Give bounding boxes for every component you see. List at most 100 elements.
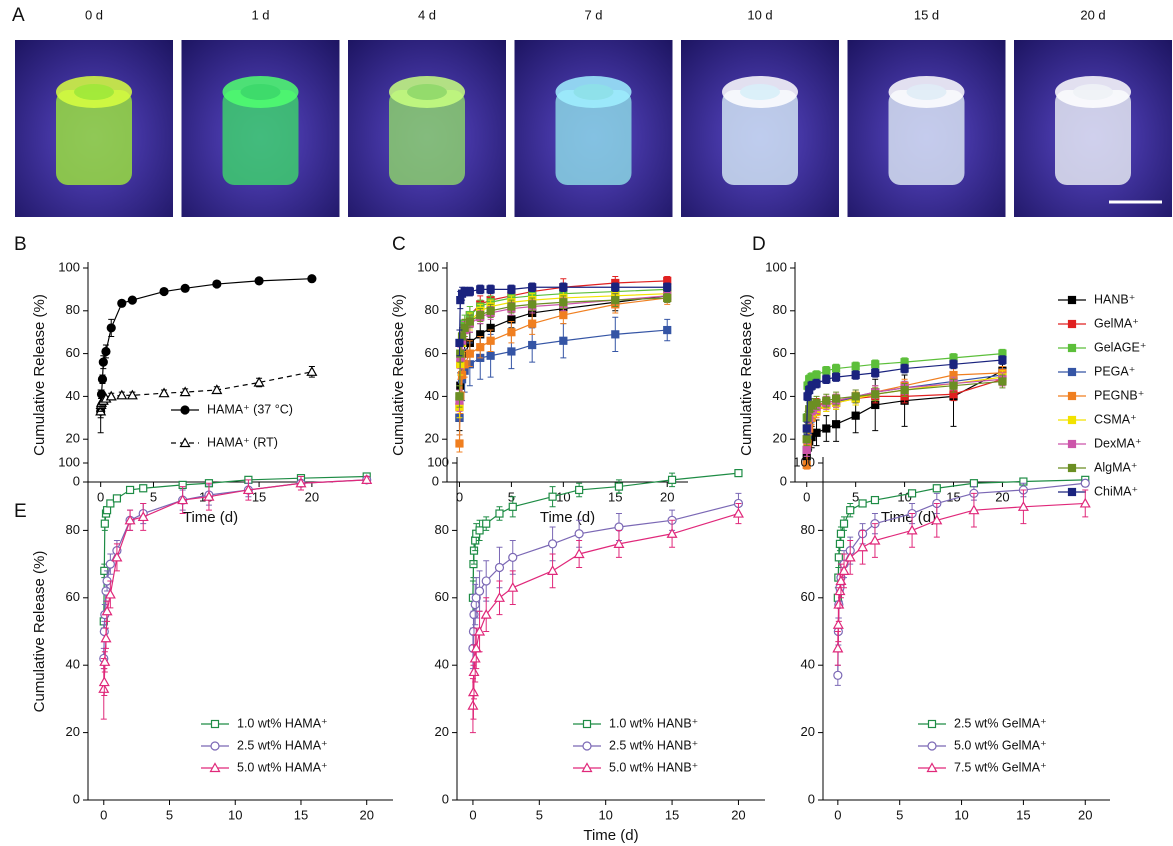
data-point: [858, 499, 867, 508]
data-point: [139, 484, 148, 493]
legend-marker: [1067, 463, 1077, 473]
data-point: [835, 539, 845, 548]
y-tick-label: 0: [808, 791, 815, 806]
data-point: [456, 349, 465, 358]
data-point: [932, 484, 941, 493]
y-tick-label: 100: [417, 259, 439, 274]
x-tick-label: 5: [852, 489, 859, 504]
legend-label: 2.5 wt% HANB⁺: [609, 738, 698, 752]
data-point: [307, 274, 317, 284]
data-point: [832, 642, 844, 653]
data-point: [836, 529, 846, 538]
y-tick-label: 20: [801, 724, 815, 739]
panel-label: E: [14, 501, 27, 522]
data-point: [822, 375, 831, 384]
data-point: [528, 319, 537, 328]
data-point: [611, 330, 620, 339]
data-point: [732, 507, 744, 518]
vial-body: [56, 90, 132, 185]
y-tick-label: 100: [427, 454, 449, 469]
data-point: [97, 374, 108, 384]
data-point: [212, 279, 222, 289]
data-point: [486, 306, 495, 315]
series-line: [103, 475, 367, 622]
data-point: [474, 625, 486, 636]
series-line: [837, 482, 1086, 676]
legend-label: 2.5 wt% GelMA⁺: [954, 716, 1047, 730]
data-point: [666, 528, 678, 538]
legend-marker: [1067, 487, 1077, 497]
data-point: [573, 548, 585, 559]
y-axis-label: Cumulative Release (%): [31, 294, 48, 456]
data-point: [812, 370, 821, 380]
data-point: [253, 376, 265, 387]
vial-body: [888, 90, 965, 185]
data-point: [508, 502, 517, 511]
legend-marker: [926, 762, 938, 773]
y-axis-label: Cumulative Release (%): [31, 551, 48, 713]
x-tick-label: 0: [100, 807, 107, 822]
data-point: [507, 581, 519, 592]
data-point: [137, 511, 149, 522]
x-axis-label: Time (d): [540, 509, 595, 526]
legend-marker: [1067, 391, 1077, 401]
data-point: [614, 482, 624, 491]
x-tick-label: 20: [305, 489, 319, 504]
legend-label: 5.0 wt% HAMA⁺: [237, 760, 328, 774]
legend-marker: [927, 741, 937, 751]
x-tick-label: 20: [660, 489, 674, 504]
y-tick-label: 80: [66, 302, 80, 317]
data-point: [1080, 478, 1090, 488]
data-point: [871, 360, 880, 369]
y-tick-label: 20: [435, 724, 449, 739]
data-point: [802, 460, 811, 469]
data-point: [869, 534, 881, 545]
photo-label: 1 d: [251, 7, 269, 22]
vial-hole: [740, 84, 780, 100]
y-tick-label: 0: [432, 473, 439, 488]
data-point: [507, 328, 516, 337]
data-point: [295, 477, 307, 488]
data-point: [1017, 501, 1029, 511]
data-point: [528, 283, 537, 292]
vial-body: [1055, 90, 1131, 185]
data-point: [832, 619, 844, 629]
x-axis-label: Time (d): [881, 509, 936, 526]
data-point: [812, 428, 821, 437]
x-tick-label: 5: [896, 807, 903, 822]
data-point: [1079, 497, 1091, 508]
data-point: [211, 384, 223, 395]
x-tick-label: 20: [731, 807, 745, 822]
photo-label: 20 d: [1080, 7, 1105, 22]
x-tick-label: 10: [556, 489, 570, 504]
data-point: [124, 514, 136, 525]
legend-label: 5.0 wt% GelMA⁺: [954, 738, 1047, 752]
data-point: [104, 588, 116, 599]
y-tick-label: 40: [66, 388, 80, 403]
y-tick-label: 80: [801, 522, 815, 537]
y-tick-label: 40: [425, 388, 439, 403]
x-tick-label: 0: [803, 489, 810, 504]
y-tick-label: 20: [773, 431, 787, 446]
data-point: [100, 632, 112, 643]
data-point: [838, 565, 850, 575]
data-point: [455, 338, 464, 347]
data-point: [822, 396, 831, 405]
data-point: [833, 670, 843, 680]
data-point: [834, 553, 843, 562]
vial-body: [555, 90, 632, 185]
data-point: [528, 340, 537, 350]
legend-marker: [210, 741, 220, 751]
data-point: [105, 559, 115, 569]
x-tick-label: 0: [834, 807, 841, 822]
data-point: [831, 373, 841, 382]
legend-label: ChiMA⁺: [1094, 484, 1138, 498]
data-point: [126, 389, 138, 400]
x-tick-label: 0: [97, 489, 104, 504]
data-point: [871, 368, 880, 377]
data-point: [802, 445, 811, 454]
data-point: [846, 506, 855, 515]
y-tick-label: 40: [773, 388, 787, 403]
vial-hole: [573, 84, 614, 100]
y-tick-label: 0: [442, 791, 449, 806]
